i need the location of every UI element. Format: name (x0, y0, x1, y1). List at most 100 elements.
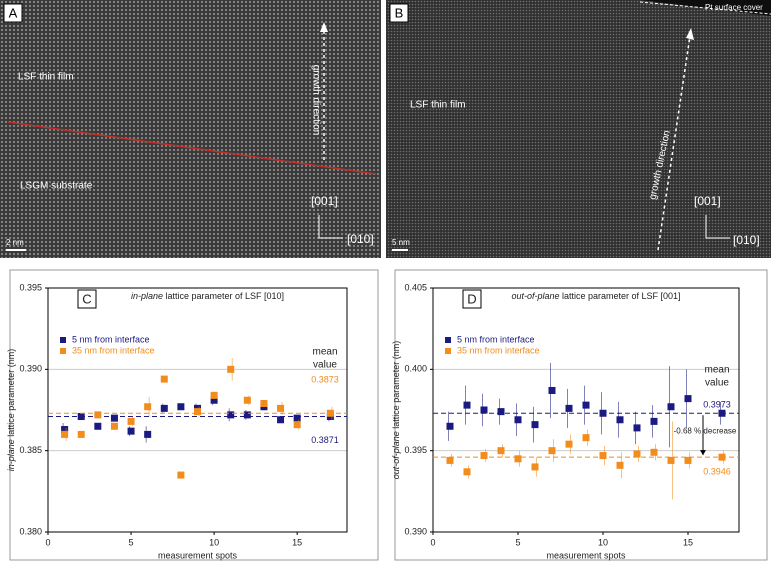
legend-swatch (445, 348, 451, 354)
image-label: growth direction (310, 65, 321, 136)
y-axis-label-italic: out-of-plane (391, 431, 401, 479)
y-axis-label: out-of-plane lattice parameter (nm) (391, 341, 401, 480)
image-label: LSF thin film (410, 100, 466, 111)
panel-letter-box (77, 289, 97, 309)
y-tick-label: 0.385 (19, 445, 42, 455)
y-tick-label: 0.395 (19, 282, 42, 292)
x-axis-label: measurement spots (546, 550, 626, 560)
y-axis-label-italic: in-plane (6, 439, 16, 471)
point (633, 450, 641, 458)
mean-heading: mean (312, 347, 337, 358)
panel-letter: A (9, 5, 18, 20)
mean-heading: mean (704, 365, 729, 376)
legend-swatch (60, 348, 66, 354)
x-tick-label: 5 (515, 537, 520, 547)
scale-label: 5 nm (392, 238, 410, 247)
point (110, 422, 118, 430)
mean-label: 0.3873 (311, 375, 339, 385)
point (326, 409, 334, 417)
point (277, 416, 285, 424)
image-label: [001] (694, 194, 721, 208)
x-tick-label: 15 (292, 537, 302, 547)
plot-frame (432, 287, 740, 533)
mean-label: 0.3973 (703, 400, 731, 410)
point (565, 440, 573, 448)
point (718, 453, 726, 461)
y-tick-label: 0.395 (404, 445, 427, 455)
point (667, 456, 675, 464)
point (514, 455, 522, 463)
tem-image-b: B LSF thin film growth direction [001] [… (386, 0, 771, 258)
mean-label: 0.3946 (703, 467, 731, 477)
point (260, 399, 268, 407)
plot-frame (47, 287, 348, 533)
point (94, 422, 102, 430)
y-tick-label: 0.380 (19, 526, 42, 536)
legend-swatch (60, 337, 66, 343)
panel-frame (394, 269, 768, 561)
legend-label: 35 nm from interface (457, 345, 540, 355)
x-tick-label: 0 (45, 537, 50, 547)
point (210, 391, 218, 399)
panel-letter: B (395, 5, 404, 20)
point (531, 421, 539, 429)
point (582, 434, 590, 442)
point (616, 416, 624, 424)
point (684, 395, 692, 403)
x-axis-label: measurement spots (158, 550, 238, 560)
point (531, 463, 539, 471)
image-label: Pt surface cover (705, 3, 763, 12)
x-tick-label: 10 (209, 537, 219, 547)
point (446, 422, 454, 430)
point (61, 426, 69, 434)
point (227, 365, 235, 373)
point (480, 452, 488, 460)
y-axis-label: in-plane lattice parameter (nm) (6, 349, 16, 472)
panel-letter: D (467, 291, 476, 306)
point (210, 396, 218, 404)
mean-heading: value (705, 378, 729, 389)
x-tick-label: 10 (598, 537, 608, 547)
image-label: [010] (347, 232, 374, 246)
point (463, 401, 471, 409)
point (177, 471, 185, 479)
point (127, 417, 135, 425)
panel-letter-box (462, 289, 482, 309)
x-tick-label: 0 (430, 537, 435, 547)
y-axis-label-rest: lattice parameter (nm) (391, 341, 401, 432)
point (293, 414, 301, 422)
point (160, 404, 168, 412)
point (650, 448, 658, 456)
point (718, 409, 726, 417)
point (77, 430, 85, 438)
image-label: LSGM substrate (20, 181, 93, 192)
x-tick-label: 15 (683, 537, 693, 547)
legend-label: 5 nm from interface (72, 334, 150, 344)
point (514, 416, 522, 424)
image-label: [001] (311, 194, 338, 208)
point (227, 411, 235, 419)
point (144, 430, 152, 438)
point (667, 403, 675, 411)
chart-title: in-plane lattice parameter of LSF [010] (131, 291, 284, 301)
y-tick-label: 0.400 (404, 364, 427, 374)
legend-label: 5 nm from interface (457, 334, 535, 344)
point (177, 403, 185, 411)
point (650, 417, 658, 425)
note: -0.68 % decrease (674, 426, 737, 435)
point (243, 396, 251, 404)
point (243, 411, 251, 419)
panel-frame (9, 269, 379, 561)
panel-letter: C (82, 291, 91, 306)
point (127, 427, 135, 435)
point (61, 430, 69, 438)
point (633, 424, 641, 432)
point (293, 421, 301, 429)
point (497, 408, 505, 416)
chart-title-rest: lattice parameter of LSF [001] (559, 291, 680, 301)
scale-label: 2 nm (6, 238, 24, 247)
chart-title-rest: lattice parameter of LSF [010] (163, 291, 284, 301)
point (616, 461, 624, 469)
tem-image-a: A LSF thin film LSGM substrate growth di… (0, 0, 381, 258)
point (194, 408, 201, 416)
